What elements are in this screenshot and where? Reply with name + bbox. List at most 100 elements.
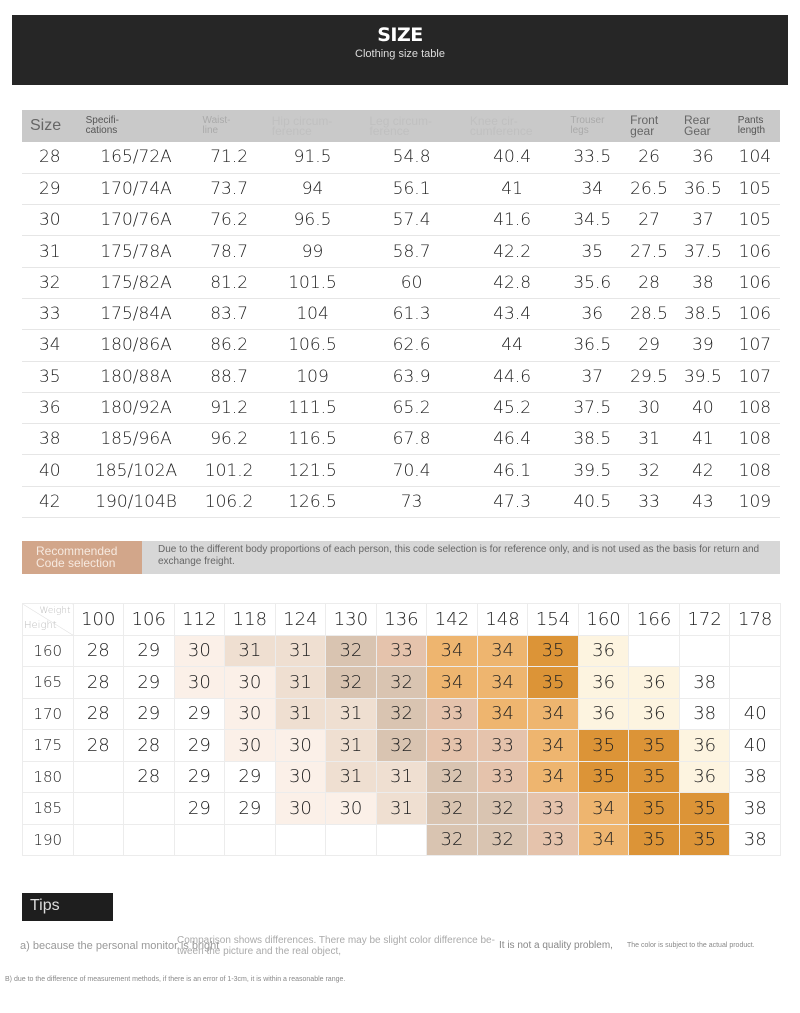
weight-label: Weight (39, 606, 71, 616)
table-cell: 58.7 (361, 235, 462, 268)
table-cell: 170/76A (77, 204, 195, 237)
column-header: Waist- line (194, 110, 264, 142)
weight-header: 154 (527, 603, 579, 636)
header-banner: SIZE Clothing size table (12, 15, 788, 85)
size-cell: 31 (274, 634, 327, 667)
table-cell: 31 (22, 235, 78, 268)
weight-header: 124 (274, 603, 327, 636)
weight-header: 112 (173, 603, 226, 636)
size-cell: 29 (224, 760, 276, 793)
table-cell: 81.2 (194, 267, 264, 299)
column-header: Trouser legs (562, 110, 623, 142)
table-cell: 36 (675, 142, 730, 174)
table-cell: 34.5 (562, 204, 623, 237)
size-cell: 38 (729, 792, 781, 825)
table-cell: 88.7 (194, 361, 264, 393)
recommendation-banner: Recommended Code selection Due to the di… (22, 541, 780, 574)
size-cell: 33 (375, 634, 428, 667)
table-cell: 28 (22, 142, 78, 174)
size-cell (123, 823, 175, 856)
table-cell: 44.6 (461, 361, 563, 393)
size-cell: 28 (72, 697, 125, 730)
height-row: 165 28 29 30 30 31 32 32 34 34 35 36 36 38 (22, 666, 781, 699)
table-cell: 45.2 (461, 392, 563, 425)
table-cell: 42.8 (461, 267, 563, 299)
size-cell: 31 (274, 666, 327, 699)
size-cell: 34 (577, 792, 630, 825)
size-cell: 31 (274, 697, 327, 730)
table-cell: 36.5 (675, 173, 730, 206)
height-header: 185 (22, 792, 74, 825)
size-cell: 33 (426, 729, 478, 762)
column-header: Pants length (729, 110, 780, 142)
column-header: Specifi- cations (77, 110, 195, 142)
size-cell: 40 (729, 729, 781, 762)
size-cell: 33 (426, 697, 478, 730)
page-title: SIZE (377, 24, 423, 46)
height-row: 185 29 29 30 30 31 32 32 33 34 35 35 38 (22, 792, 781, 825)
table-cell: 78.7 (194, 235, 264, 268)
size-cell: 35 (678, 823, 731, 856)
size-cell: 29 (224, 792, 276, 825)
table-cell: 175/82A (77, 267, 195, 299)
table-cell: 180/88A (77, 361, 195, 393)
size-cell: 35 (628, 792, 680, 825)
table-cell: 29 (22, 173, 78, 206)
table-cell: 104 (263, 298, 362, 331)
size-cell (224, 823, 276, 856)
size-cell (325, 823, 377, 856)
table-row: 29 170/74A 73.7 94 56.1 41 34 26.5 36.5 105 (22, 173, 780, 206)
table-cell: 37 (675, 204, 730, 237)
weight-header: 172 (678, 603, 731, 636)
table-cell: 86.2 (194, 329, 264, 362)
size-cell: 36 (577, 697, 630, 730)
table-cell: 73.7 (194, 173, 264, 206)
size-cell: 30 (173, 666, 226, 699)
size-cell (274, 823, 327, 856)
table-cell: 60 (361, 267, 462, 299)
weight-header: 136 (375, 603, 428, 636)
table-cell: 39.5 (675, 361, 730, 393)
size-cell (375, 823, 428, 856)
size-cell: 30 (224, 697, 276, 730)
table-cell: 46.1 (461, 454, 563, 487)
size-cell: 31 (325, 697, 377, 730)
size-cell (123, 792, 175, 825)
table-cell: 35 (22, 361, 78, 393)
size-cell: 34 (476, 634, 529, 667)
table-cell: 27.5 (622, 235, 676, 268)
table-cell: 108 (729, 454, 780, 487)
size-cell (72, 792, 125, 825)
size-cell: 32 (325, 634, 377, 667)
size-cell: 36 (577, 666, 630, 699)
column-header: Knee cir- cumference (461, 110, 563, 142)
table-cell: 35.6 (562, 267, 623, 299)
table-cell: 71.2 (194, 142, 264, 174)
table-cell: 180/86A (77, 329, 195, 362)
table-cell: 38 (675, 267, 730, 299)
column-header: Hip circum- ference (263, 110, 362, 142)
table-cell: 175/84A (77, 298, 195, 331)
table-cell: 109 (263, 361, 362, 393)
table-row: 34 180/86A 86.2 106.5 62.6 44 36.5 29 39 107 (22, 329, 780, 362)
table-cell: 170/74A (77, 173, 195, 206)
weight-header: 160 (577, 603, 630, 636)
height-row: 170 28 29 29 30 31 31 32 33 34 34 36 36 38 40 (22, 697, 781, 730)
table-cell: 116.5 (263, 423, 362, 456)
weight-header: 130 (325, 603, 377, 636)
tip-a-part4: It is not a quality problem, (499, 940, 613, 951)
table-cell: 56.1 (361, 173, 462, 206)
size-cell: 28 (123, 729, 175, 762)
table-cell: 42 (675, 454, 730, 487)
table-cell: 33 (622, 486, 676, 519)
table-cell: 40 (22, 454, 78, 487)
size-cell (72, 760, 125, 793)
table-cell: 30 (22, 204, 78, 237)
table-row: 35 180/88A 88.7 109 63.9 44.6 37 29.5 39.5 107 (22, 361, 780, 393)
size-cell: 36 (678, 760, 731, 793)
size-cell: 29 (173, 729, 226, 762)
table-cell: 70.4 (361, 454, 462, 487)
table-cell: 42 (22, 486, 78, 519)
height-header: 175 (22, 729, 74, 762)
table-cell: 62.6 (361, 329, 462, 362)
